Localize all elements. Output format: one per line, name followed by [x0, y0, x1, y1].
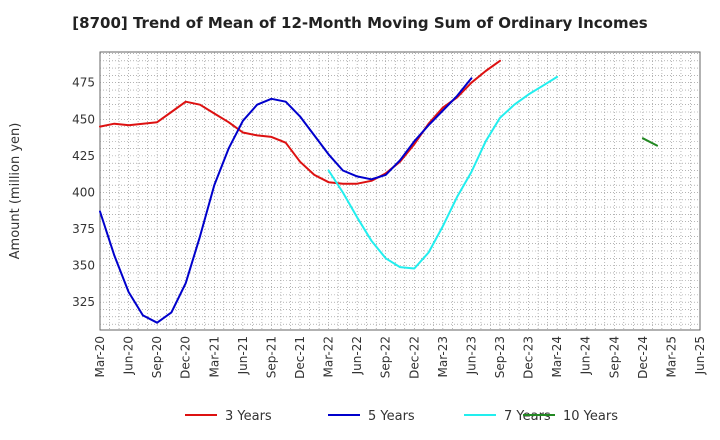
x-tick-label: Dec-21 [293, 336, 307, 379]
x-tick-label: Sep-20 [150, 336, 164, 378]
x-tick-label: Dec-24 [636, 336, 650, 379]
x-tick-label: Jun-21 [236, 336, 250, 375]
x-tick-label: Mar-22 [322, 336, 336, 377]
y-tick-label: 475 [72, 76, 95, 90]
y-tick-label: 375 [72, 222, 95, 236]
series-line-3-years [99, 59, 501, 185]
x-tick-label: Dec-22 [407, 336, 421, 379]
series-lines [99, 59, 659, 324]
x-tick-label: Jun-25 [693, 336, 707, 375]
plot-area [99, 51, 701, 331]
x-tick-label: Sep-24 [607, 336, 621, 378]
x-tick-label: Jun-23 [464, 336, 478, 375]
series-line-10-years [641, 137, 659, 147]
y-tick-label: 325 [72, 295, 95, 309]
x-tick-label: Dec-20 [179, 336, 193, 379]
y-tick-label: 425 [72, 149, 95, 163]
series-line-7-years [327, 75, 559, 270]
grid-lines [100, 52, 700, 330]
legend-label: 7 Years [504, 409, 551, 424]
x-tick-label: Sep-23 [493, 336, 507, 378]
x-tick-label: Jun-20 [122, 336, 136, 375]
chart-title: [8700] Trend of Mean of 12-Month Moving … [72, 14, 648, 32]
series-line-5-years [99, 77, 473, 324]
y-axis-title: Amount (million yen) [8, 123, 23, 260]
x-tick-label: Dec-23 [522, 336, 536, 379]
y-tick-label: 400 [72, 185, 95, 199]
legend-label: 5 Years [368, 409, 415, 424]
x-tick-label: Sep-21 [264, 336, 278, 378]
x-tick-label: Mar-20 [93, 336, 107, 377]
x-tick-label: Mar-23 [436, 336, 450, 377]
legend-label: 10 Years [563, 409, 618, 424]
legend-label: 3 Years [225, 409, 272, 424]
x-tick-label: Sep-22 [379, 336, 393, 378]
legend: 3 Years 5 Years 7 Years 10 Years [185, 409, 618, 424]
x-tick-label: Jun-22 [350, 336, 364, 375]
x-tick-label: Mar-21 [207, 336, 221, 377]
x-tick-label: Mar-24 [550, 336, 564, 377]
y-tick-labels: 325 350 375 400 425 450 475 [72, 76, 95, 309]
x-tick-label: Jun-24 [579, 336, 593, 375]
x-tick-labels: Mar-20 Jun-20 Sep-20 Dec-20 Mar-21 Jun-21 Sep-… [93, 336, 707, 379]
y-tick-label: 450 [72, 112, 95, 126]
y-tick-label: 350 [72, 259, 95, 273]
x-tick-label: Mar-25 [664, 336, 678, 377]
